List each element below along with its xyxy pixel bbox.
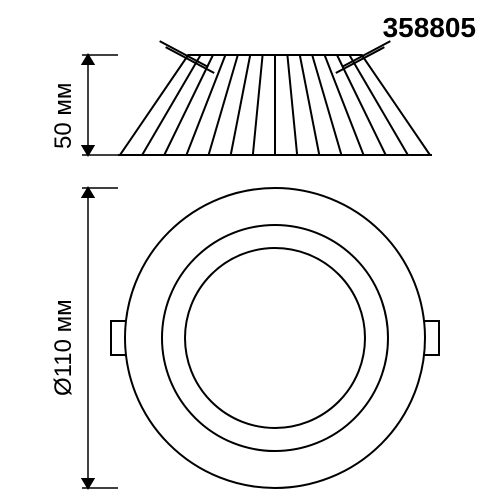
diameter-dimension-label: Ø110 мм <box>50 299 78 396</box>
technical-drawing <box>0 0 500 500</box>
height-dimension-label: 50 мм <box>50 83 78 149</box>
product-code: 358805 <box>383 12 476 44</box>
diagram-canvas: 358805 50 мм Ø110 мм <box>0 0 500 500</box>
